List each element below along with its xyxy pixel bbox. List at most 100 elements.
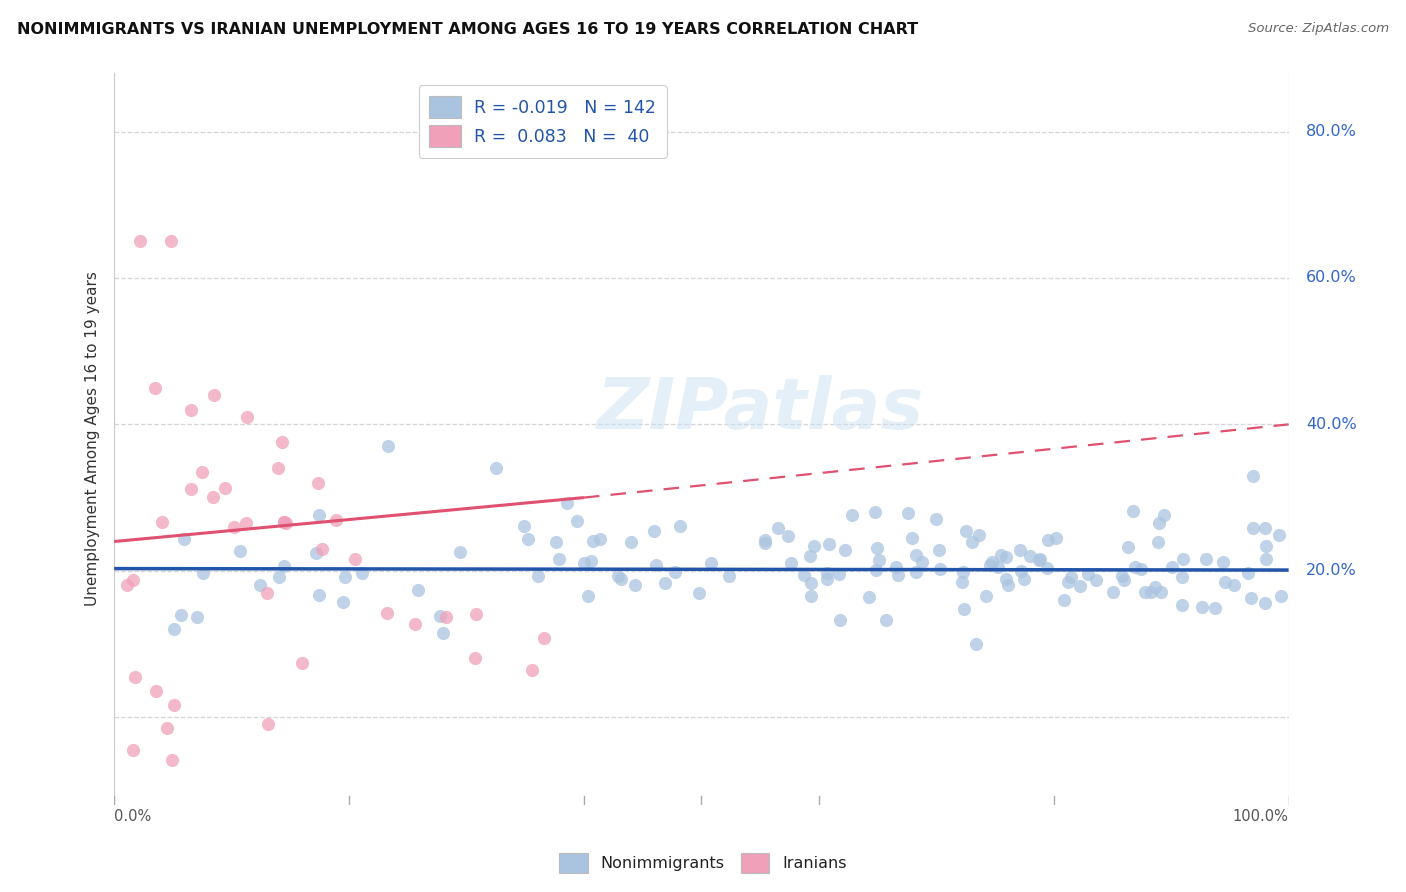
Point	[754, 533, 776, 547]
Point	[911, 555, 934, 569]
Point	[1254, 521, 1277, 535]
Point	[163, 698, 186, 712]
Point	[866, 541, 889, 555]
Point	[308, 508, 330, 522]
Point	[1171, 569, 1194, 583]
Point	[432, 626, 454, 640]
Point	[924, 512, 946, 526]
Point	[156, 721, 179, 735]
Point	[555, 496, 578, 510]
Point	[193, 566, 215, 580]
Point	[644, 558, 666, 572]
Point	[1057, 575, 1080, 590]
Text: 60.0%: 60.0%	[1306, 270, 1357, 285]
Point	[1143, 580, 1166, 594]
Point	[576, 589, 599, 603]
Point	[897, 506, 920, 520]
Point	[803, 540, 825, 554]
Point	[887, 567, 910, 582]
Point	[858, 591, 880, 605]
Point	[955, 524, 977, 539]
Point	[522, 663, 544, 677]
Point	[1223, 578, 1246, 592]
Point	[1036, 560, 1059, 574]
Point	[815, 566, 838, 580]
Point	[449, 544, 471, 558]
Point	[1147, 516, 1170, 530]
Point	[1241, 468, 1264, 483]
Point	[273, 515, 295, 529]
Point	[202, 490, 225, 504]
Point	[928, 542, 950, 557]
Point	[191, 465, 214, 479]
Point	[1153, 508, 1175, 522]
Point	[273, 515, 295, 529]
Point	[688, 585, 710, 599]
Point	[169, 607, 191, 622]
Point	[717, 568, 740, 582]
Legend: Nonimmigrants, Iranians: Nonimmigrants, Iranians	[553, 847, 853, 880]
Point	[150, 515, 173, 529]
Point	[335, 570, 357, 584]
Point	[513, 518, 536, 533]
Point	[997, 578, 1019, 592]
Point	[1268, 528, 1291, 542]
Point	[465, 607, 488, 621]
Point	[567, 514, 589, 528]
Point	[1069, 579, 1091, 593]
Point	[778, 529, 800, 543]
Text: 40.0%: 40.0%	[1306, 417, 1357, 432]
Point	[1116, 540, 1139, 554]
Point	[344, 551, 367, 566]
Point	[929, 562, 952, 576]
Point	[377, 439, 399, 453]
Point	[1045, 531, 1067, 545]
Point	[1111, 569, 1133, 583]
Point	[1038, 533, 1060, 547]
Point	[793, 567, 815, 582]
Point	[1195, 551, 1218, 566]
Point	[1077, 567, 1099, 582]
Point	[408, 582, 430, 597]
Point	[145, 683, 167, 698]
Point	[1212, 555, 1234, 569]
Point	[610, 572, 633, 586]
Point	[668, 519, 690, 533]
Point	[124, 670, 146, 684]
Point	[229, 543, 252, 558]
Point	[1173, 552, 1195, 566]
Point	[350, 566, 373, 580]
Point	[1052, 592, 1074, 607]
Point	[180, 482, 202, 496]
Point	[865, 563, 887, 577]
Point	[1241, 521, 1264, 535]
Point	[186, 610, 208, 624]
Point	[1150, 585, 1173, 599]
Point	[979, 558, 1001, 572]
Point	[1270, 590, 1292, 604]
Text: Source: ZipAtlas.com: Source: ZipAtlas.com	[1249, 22, 1389, 36]
Point	[799, 549, 821, 563]
Point	[572, 556, 595, 570]
Point	[305, 545, 328, 559]
Point	[768, 521, 790, 535]
Point	[589, 532, 612, 546]
Point	[1028, 553, 1050, 567]
Text: 0.0%: 0.0%	[114, 809, 152, 823]
Point	[159, 235, 181, 249]
Point	[122, 742, 145, 756]
Text: 20.0%: 20.0%	[1306, 563, 1357, 578]
Point	[202, 388, 225, 402]
Point	[544, 535, 567, 549]
Point	[950, 574, 973, 589]
Point	[1019, 549, 1042, 563]
Point	[257, 717, 280, 731]
Point	[1060, 569, 1083, 583]
Point	[1130, 562, 1153, 576]
Point	[429, 608, 451, 623]
Point	[1254, 596, 1277, 610]
Point	[332, 595, 354, 609]
Point	[517, 532, 540, 546]
Point	[969, 528, 991, 542]
Text: 80.0%: 80.0%	[1306, 124, 1357, 139]
